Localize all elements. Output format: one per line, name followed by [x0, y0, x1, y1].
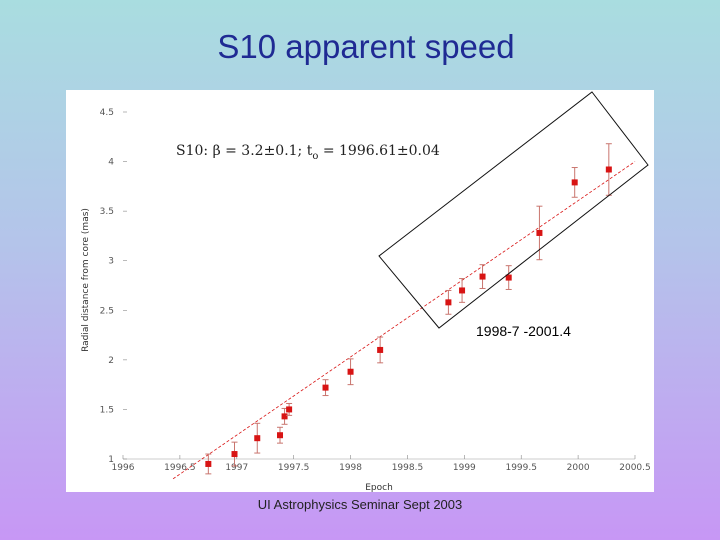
annotation-t0-err: ±0.04: [397, 143, 440, 159]
annotation-t0: = 1996.61: [318, 143, 397, 159]
slide-footer: UI Astrophysics Seminar Sept 2003: [257, 497, 463, 512]
y-tick-label: 3: [108, 257, 114, 267]
data-point: [322, 384, 329, 391]
data-point: [347, 368, 354, 375]
data-point: [286, 406, 293, 413]
y-axis-label: Radial distance from core (mas): [81, 208, 91, 352]
data-point: [277, 432, 284, 439]
data-point: [254, 435, 261, 442]
fit-annotation: S10: β = 3.2±0.1; to = 1996.61±0.04: [176, 143, 440, 162]
x-tick-label: 1998: [339, 463, 362, 473]
data-point: [571, 179, 578, 186]
highlight-box: [378, 91, 649, 329]
tick-layer: 1996 1996.5 1997 1997.5 1998 1998.5 1999 1999.5…: [100, 108, 651, 473]
highlight-range-label: 1998-7 -2001.4: [476, 323, 571, 339]
data-point: [281, 413, 288, 420]
data-point: [505, 274, 512, 281]
y-tick-label: 3.5: [100, 207, 114, 217]
data-point: [459, 287, 466, 294]
data-points: [205, 143, 612, 475]
annotation-beta: S10: β = 3.2: [176, 143, 264, 159]
x-tick-label: 1998.5: [392, 463, 424, 473]
x-tick-label: 1997: [225, 463, 248, 473]
data-point: [605, 166, 612, 173]
scatter-chart: 1996 1996.5 1997 1997.5 1998 1998.5 1999 1999.5…: [81, 91, 651, 492]
annotation-pm-1: ±: [264, 143, 276, 159]
data-point: [479, 273, 486, 280]
x-tick-label: 2000.5: [619, 463, 651, 473]
plot-panel: 1996 1996.5 1997 1997.5 1998 1998.5 1999 1999.5…: [66, 90, 654, 492]
x-axis-label: Epoch: [365, 483, 393, 492]
x-tick-label: 1999.5: [505, 463, 537, 473]
x-tick-label: 1999: [453, 463, 476, 473]
x-tick-label: 1997.5: [278, 463, 310, 473]
y-tick-label: 2: [108, 356, 114, 366]
data-point: [205, 460, 212, 467]
x-tick-label: 2000: [567, 463, 590, 473]
annotation-t0-sub: o: [312, 151, 318, 162]
y-tick-label: 4.5: [100, 108, 114, 118]
y-tick-label: 1: [108, 455, 114, 465]
data-point: [231, 451, 238, 458]
fit-line: [172, 161, 636, 480]
y-tick-label: 4: [108, 158, 114, 168]
slide-title: S10 apparent speed: [217, 28, 515, 65]
y-tick-label: 2.5: [100, 306, 114, 316]
annotation-beta-err: 0.1; t: [275, 143, 312, 159]
x-tick-label: 1996.5: [164, 463, 196, 473]
data-point: [536, 229, 543, 236]
y-tick-label: 1.5: [100, 405, 114, 415]
x-tick-label: 1996: [112, 463, 135, 473]
data-point: [377, 346, 384, 353]
data-point: [445, 299, 452, 306]
